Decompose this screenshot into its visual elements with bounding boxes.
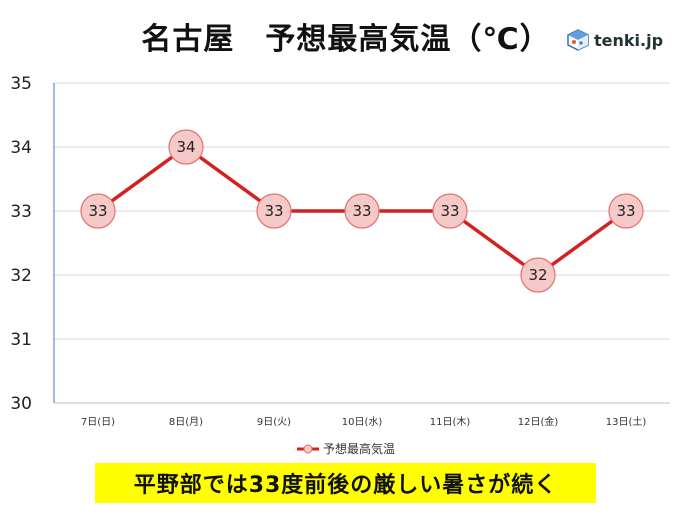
legend-label: 予想最高気温 xyxy=(322,442,395,456)
data-label: 33 xyxy=(440,202,459,220)
axis-layer: 30 31 32 33 34 35 7日(日) 8日(月) 9日(火) 10日(水) 11日(木) 1… xyxy=(10,74,670,428)
tenki-logo: tenki.jp xyxy=(566,26,663,54)
data-point xyxy=(256,193,292,229)
y-tick-label: 32 xyxy=(10,266,32,286)
y-tick-label: 35 xyxy=(10,74,32,94)
tenki-logo-text: tenki.jp xyxy=(594,30,664,50)
y-tick-label: 31 xyxy=(10,330,32,350)
y-tick-label: 30 xyxy=(10,394,32,414)
data-point xyxy=(520,257,556,293)
data-point xyxy=(432,193,468,229)
data-label: 33 xyxy=(88,202,107,220)
y-tick-label: 34 xyxy=(10,138,32,158)
legend: 予想最高気温 xyxy=(0,440,692,457)
legend-marker-icon xyxy=(296,444,319,453)
x-tick-label: 8日(月) xyxy=(169,416,203,428)
data-label: 33 xyxy=(616,202,635,220)
headline-banner: 平野部では33度前後の厳しい暑さが続く xyxy=(95,463,596,503)
data-label: 34 xyxy=(176,138,195,156)
data-point xyxy=(608,193,644,229)
x-tick-label: 11日(木) xyxy=(430,416,471,428)
tenki-logo-icon xyxy=(567,29,589,51)
data-point xyxy=(168,129,204,165)
chart-title: 名古屋 予想最高気温（℃） xyxy=(141,22,551,57)
x-tick-label: 9日(火) xyxy=(257,416,291,428)
data-label: 32 xyxy=(528,266,547,284)
data-label: 33 xyxy=(352,202,371,220)
x-tick-label: 10日(水) xyxy=(342,416,383,428)
data-point xyxy=(344,193,380,229)
data-label: 33 xyxy=(264,202,283,220)
marker-layer: 33 34 33 33 33 32 33 xyxy=(80,129,644,293)
x-tick-label: 7日(日) xyxy=(81,417,115,428)
x-tick-label: 12日(金) xyxy=(518,415,559,428)
data-point xyxy=(80,193,116,229)
x-tick-label: 13日(土) xyxy=(606,415,647,428)
y-tick-label: 33 xyxy=(10,202,32,222)
